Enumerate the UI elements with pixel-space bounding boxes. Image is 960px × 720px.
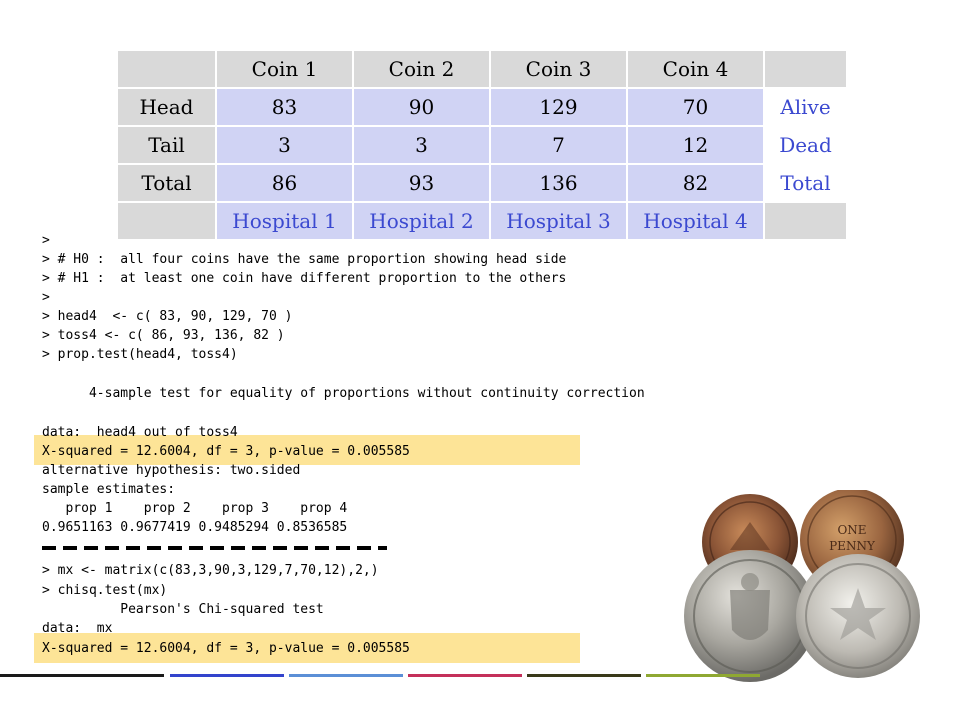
table-cell: 136 [489,163,628,203]
table-cell: 93 [352,163,491,203]
table-row: Head 83 90 129 70 Alive [116,87,848,127]
row-alt-label: Total [763,163,848,203]
console-line: 0.9651163 0.9677419 0.9485294 0.8536585 [42,520,356,535]
row-label: Total [116,163,217,203]
table-header-cell: Coin 1 [215,49,354,89]
console-line: > [42,233,50,248]
console-line: prop 1 prop 2 prop 3 prop 4 [42,501,356,516]
table-cell: 83 [215,87,354,127]
footer-color-bar [289,674,403,677]
hospital-label: Hospital 1 [215,201,354,241]
console-line: data: mx [42,621,113,636]
console-line: > # H0 : all four coins have the same pr… [42,252,567,267]
table-header-row: Coin 1 Coin 2 Coin 3 Coin 4 [116,49,848,89]
coins-photo-icon: ONE PENNY [684,490,920,682]
footer-color-bar [408,674,522,677]
result-highlight [34,633,580,663]
table-cell: 3 [352,125,491,165]
table-cell: 7 [489,125,628,165]
table-header-cell: Coin 4 [626,49,765,89]
coin-hospital-table: Coin 1 Coin 2 Coin 3 Coin 4 Head 83 90 1… [116,49,848,241]
table-footer-cell [116,201,217,241]
footer-color-bar [527,674,641,677]
console-line: alternative hypothesis: two.sided [42,463,301,478]
console-line: X-squared = 12.6004, df = 3, p-value = 0… [42,641,410,656]
console-line: 4-sample test for equality of proportion… [42,386,645,401]
dashed-separator [42,546,387,550]
console-line: > prop.test(head4, toss4) [42,347,238,362]
row-alt-label: Dead [763,125,848,165]
console-line: sample estimates: [42,482,176,497]
hospital-label: Hospital 2 [352,201,491,241]
row-alt-label: Alive [763,87,848,127]
console-line: > [42,290,50,305]
console-line: > head4 <- c( 83, 90, 129, 70 ) [42,309,293,324]
row-label: Head [116,87,217,127]
table-footer-row: Hospital 1 Hospital 2 Hospital 3 Hospita… [116,201,848,241]
hospital-label: Hospital 4 [626,201,765,241]
table-cell: 86 [215,163,354,203]
hospital-label: Hospital 3 [489,201,628,241]
table-row: Total 86 93 136 82 Total [116,163,848,203]
row-label: Tail [116,125,217,165]
console-line: > toss4 <- c( 86, 93, 136, 82 ) [42,328,285,343]
table-cell: 90 [352,87,491,127]
console-line: > chisq.test(mx) [42,583,168,598]
table-header-cell: Coin 3 [489,49,628,89]
table-cell: 82 [626,163,765,203]
footer-color-bar [0,674,164,677]
console-line: data: head4 out of toss4 [42,425,238,440]
table-cell: 3 [215,125,354,165]
table-footer-cell [763,201,848,241]
result-highlight [34,435,580,465]
table-cell: 12 [626,125,765,165]
table-header-cell [116,49,217,89]
table-cell: 129 [489,87,628,127]
footer-color-bar [646,674,760,677]
console-line: > # H1 : at least one coin have differen… [42,271,567,286]
table-row: Tail 3 3 7 12 Dead [116,125,848,165]
console-line: X-squared = 12.6004, df = 3, p-value = 0… [42,444,410,459]
footer-color-bar [170,674,284,677]
console-line: Pearson's Chi-squared test [42,602,324,617]
console-line: > mx <- matrix(c(83,3,90,3,129,7,70,12),… [42,563,379,578]
svg-text:PENNY: PENNY [829,539,876,553]
svg-text:ONE: ONE [837,523,866,537]
table-header-cell: Coin 2 [352,49,491,89]
table-header-cell [763,49,848,89]
table-cell: 70 [626,87,765,127]
